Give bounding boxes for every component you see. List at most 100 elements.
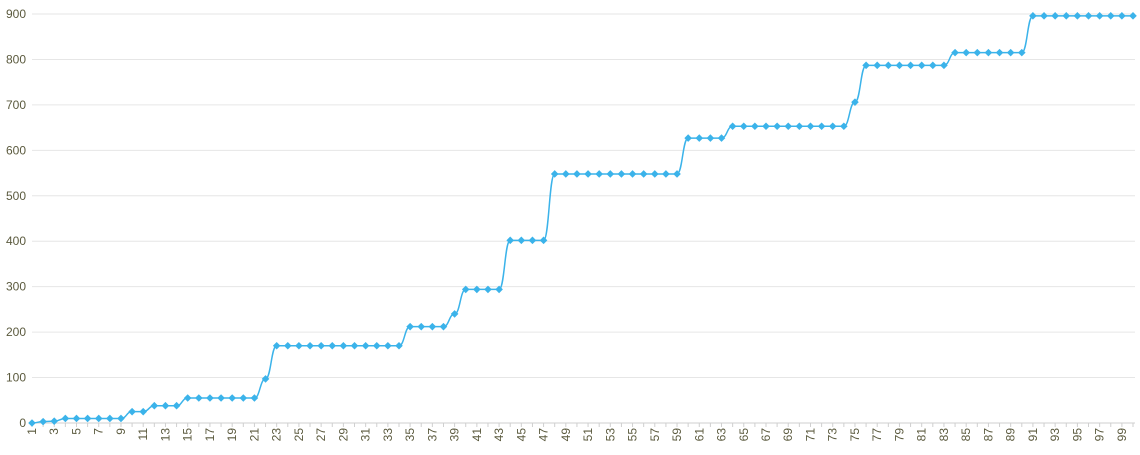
x-tick-label: 21 (247, 428, 261, 442)
x-tick-label: 31 (359, 428, 373, 442)
x-tick-label: 61 (692, 428, 706, 442)
data-point (350, 341, 359, 350)
x-tick-label: 63 (715, 428, 729, 442)
x-tick-label: 77 (870, 428, 884, 442)
x-tick-label: 69 (781, 428, 795, 442)
data-point (295, 341, 303, 350)
data-point (862, 61, 870, 70)
data-point (39, 417, 47, 426)
data-point (495, 285, 503, 294)
data-point (828, 122, 837, 131)
data-point (461, 285, 470, 294)
data-point (261, 375, 270, 383)
data-point (239, 394, 248, 402)
data-point (917, 61, 926, 70)
x-tick-label: 71 (803, 428, 817, 442)
data-point (150, 401, 159, 410)
data-point (61, 414, 70, 423)
data-point (83, 414, 92, 423)
data-point (1051, 12, 1059, 20)
data-point (673, 170, 681, 178)
data-point (706, 134, 715, 142)
data-point (884, 61, 893, 70)
data-point (473, 285, 481, 294)
y-tick-label: 300 (6, 280, 26, 294)
data-point (506, 236, 515, 245)
data-point (562, 170, 570, 178)
data-point (50, 417, 59, 425)
x-tick-label: 79 (892, 428, 906, 442)
data-point (773, 122, 781, 131)
x-tick-label: 33 (381, 428, 395, 442)
data-point (795, 122, 804, 131)
data-point (28, 419, 36, 427)
data-point (784, 122, 793, 131)
data-point (406, 322, 414, 331)
x-tick-label: 1 (25, 428, 39, 435)
y-tick-label: 800 (6, 52, 26, 66)
data-point (395, 341, 403, 350)
data-point (873, 61, 882, 70)
data-point (751, 122, 759, 131)
x-tick-label: 57 (648, 428, 662, 442)
x-tick-label: 95 (1070, 428, 1084, 442)
data-point (695, 134, 704, 142)
x-tick-label: 9 (114, 428, 128, 435)
data-point (684, 134, 692, 142)
data-point (929, 61, 937, 70)
x-tick-label: 47 (537, 428, 551, 442)
data-point (183, 394, 192, 402)
data-point (484, 285, 492, 294)
x-tick-label: 49 (559, 428, 573, 442)
x-tick-label: 45 (514, 428, 528, 442)
data-point (428, 322, 437, 331)
data-point (228, 394, 236, 402)
data-point (450, 310, 459, 318)
data-point (728, 122, 737, 131)
data-point (128, 407, 136, 416)
data-point (306, 341, 314, 350)
x-tick-label: 25 (292, 428, 306, 442)
data-point (117, 414, 125, 423)
data-point (1062, 12, 1071, 20)
data-point (650, 170, 659, 178)
data-point (584, 170, 592, 178)
data-point (973, 48, 982, 57)
data-point (984, 48, 993, 57)
x-tick-label: 7 (92, 428, 106, 435)
data-point (573, 170, 581, 178)
data-point (528, 236, 537, 245)
x-tick-label: 39 (448, 428, 462, 442)
y-tick-label: 400 (6, 234, 26, 248)
data-point (717, 134, 726, 142)
x-tick-label: 23 (270, 428, 284, 442)
x-tick-label: 17 (203, 428, 217, 442)
data-point (606, 170, 615, 178)
x-tick-label: 81 (915, 428, 929, 442)
x-tick-label: 99 (1115, 428, 1129, 442)
data-point (250, 394, 259, 402)
data-point (962, 48, 970, 57)
data-point (1118, 12, 1126, 20)
data-point (1029, 12, 1037, 20)
data-point (1084, 12, 1093, 20)
y-tick-label: 100 (6, 371, 26, 385)
data-point (1106, 12, 1115, 20)
x-tick-label: 89 (1004, 428, 1018, 442)
x-tick-label: 43 (492, 428, 506, 442)
data-point (840, 122, 848, 131)
data-point (628, 170, 637, 178)
data-point (940, 61, 948, 70)
data-point (361, 341, 370, 350)
data-point (317, 341, 325, 350)
x-tick-label: 97 (1093, 428, 1107, 442)
data-point (339, 341, 348, 350)
data-point (739, 122, 748, 131)
data-point (517, 236, 526, 245)
data-point (161, 401, 170, 410)
data-point (639, 170, 648, 178)
data-point (283, 341, 292, 350)
data-point (1129, 12, 1137, 20)
data-point (762, 122, 770, 131)
